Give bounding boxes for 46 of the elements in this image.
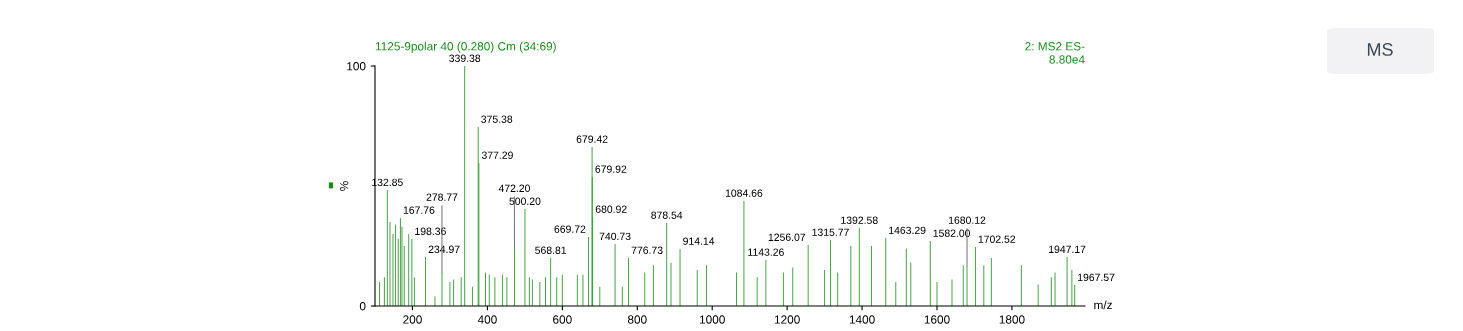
x-tick-label: 600 bbox=[553, 315, 572, 324]
x-tick-label: 1400 bbox=[849, 315, 875, 324]
annotation: 234.97 bbox=[428, 245, 460, 253]
x-tick-label: 400 bbox=[477, 315, 497, 324]
x-tick-label: 800 bbox=[627, 315, 647, 324]
annotation: 1582.00 bbox=[933, 229, 971, 237]
annotation: 167.76 bbox=[403, 206, 435, 214]
annotation: 740.73 bbox=[599, 232, 631, 241]
text: MS bbox=[1367, 43, 1393, 56]
annotation: 278.77 bbox=[426, 193, 458, 201]
y-tick-label: 0 bbox=[359, 302, 366, 311]
annotation: 1463.29 bbox=[889, 226, 926, 235]
x-tick-label: 1000 bbox=[699, 315, 725, 324]
annotation: 1256.07 bbox=[768, 233, 806, 241]
annotation: 1315.77 bbox=[812, 228, 849, 236]
x-tick-label: 1800 bbox=[999, 315, 1025, 324]
annotation: 1392.58 bbox=[841, 216, 878, 224]
x-tick-label: 1600 bbox=[924, 315, 950, 324]
annotation: 776.73 bbox=[631, 246, 663, 254]
annotation: 375.38 bbox=[481, 115, 513, 123]
annotation: 679.42 bbox=[576, 135, 608, 143]
annotation: 914.14 bbox=[683, 237, 715, 245]
annotation: 669.72 bbox=[554, 225, 586, 233]
annotation: 198.36 bbox=[415, 227, 446, 235]
annotation: 1084.66 bbox=[725, 189, 763, 197]
x-axis-title: m/z bbox=[1094, 300, 1112, 310]
y-tick-label: 100 bbox=[347, 62, 366, 71]
annotation: 679.92 bbox=[595, 165, 627, 173]
annotation: 1702.52 bbox=[978, 235, 1016, 243]
chart-title: 1125-9polar 40 (0.280) Cm (34:69) bbox=[375, 41, 556, 53]
x-tick-label: 1200 bbox=[774, 315, 800, 324]
x-tick-label: 200 bbox=[403, 315, 422, 324]
annotation: 500.20 bbox=[509, 197, 541, 205]
text: 2: MS2 ES- bbox=[1025, 42, 1085, 51]
annotation: 680.92 bbox=[595, 205, 627, 213]
annotation: 472.20 bbox=[498, 184, 530, 192]
annotation: 878.54 bbox=[651, 211, 683, 219]
annotation: 1947.17 bbox=[1049, 245, 1086, 253]
annotation: 1680.12 bbox=[948, 216, 986, 224]
text: 8.80e4 bbox=[1049, 55, 1085, 64]
annotation: 1143.26 bbox=[748, 248, 784, 256]
annotation: 568.81 bbox=[535, 246, 567, 254]
y-axis-title: % bbox=[340, 181, 349, 191]
annotation: 339.38 bbox=[449, 54, 481, 62]
annotation: 1967.57 bbox=[1078, 273, 1115, 282]
annotation: 377.29 bbox=[481, 151, 513, 159]
